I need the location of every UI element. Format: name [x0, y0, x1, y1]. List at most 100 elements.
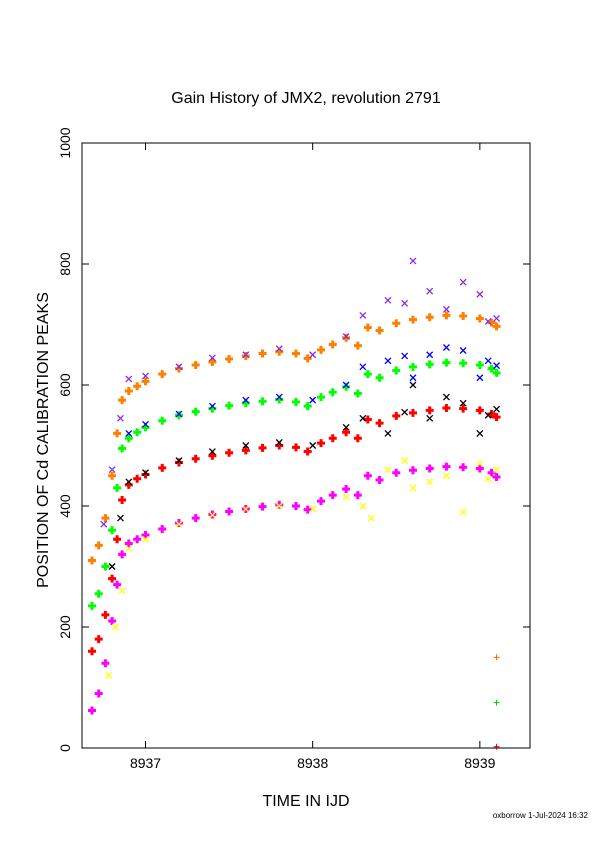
- data-point: [309, 396, 317, 404]
- data-point: [493, 654, 500, 661]
- data-point: [208, 354, 216, 362]
- data-point: [442, 344, 450, 351]
- data-point: [342, 333, 350, 341]
- data-point: [475, 464, 484, 473]
- data-point: [401, 299, 409, 307]
- data-point: [133, 474, 142, 483]
- data-point: [317, 345, 326, 354]
- data-point: [493, 314, 501, 322]
- data-point: [258, 397, 267, 406]
- data-point: [125, 544, 133, 552]
- data-point: [392, 411, 401, 420]
- data-point: [384, 429, 392, 437]
- data-point: [408, 466, 417, 475]
- data-point: [88, 601, 97, 610]
- y-tick-label: 1000: [57, 127, 73, 158]
- data-point: [158, 524, 167, 533]
- data-point: [317, 439, 326, 448]
- data-point: [125, 375, 133, 383]
- data-point: [425, 313, 434, 322]
- data-point: [408, 315, 417, 324]
- data-point: [225, 507, 234, 516]
- data-point: [118, 444, 127, 453]
- data-point: [353, 434, 362, 443]
- data-point: [475, 361, 484, 370]
- data-point: [108, 574, 117, 583]
- data-point: [94, 541, 103, 550]
- data-point: [241, 446, 250, 455]
- data-point: [141, 470, 150, 479]
- series-10: [493, 743, 500, 750]
- data-point: [459, 463, 468, 472]
- data-point: [442, 393, 450, 401]
- data-point: [291, 443, 300, 452]
- data-point: [426, 351, 434, 359]
- data-point: [401, 408, 409, 416]
- data-point: [191, 361, 200, 370]
- data-point: [459, 359, 468, 368]
- data-point: [353, 491, 362, 500]
- data-point: [116, 514, 124, 522]
- y-tick-label: 0: [57, 744, 73, 752]
- series-1: [100, 257, 501, 528]
- data-point: [225, 401, 234, 410]
- data-point: [142, 372, 149, 380]
- data-point: [303, 505, 312, 514]
- data-point: [342, 423, 350, 431]
- x-tick-label: 8939: [464, 755, 495, 771]
- data-point: [208, 358, 217, 367]
- data-point: [342, 428, 351, 437]
- data-point: [426, 478, 434, 486]
- data-point: [342, 381, 350, 389]
- data-point: [291, 397, 300, 406]
- data-point: [291, 502, 300, 510]
- data-point: [442, 311, 451, 320]
- data-point: [425, 360, 434, 369]
- data-point: [124, 434, 133, 443]
- data-point: [241, 351, 250, 360]
- data-point: [492, 322, 501, 331]
- data-point: [492, 472, 501, 481]
- data-point: [363, 370, 372, 379]
- data-point: [124, 387, 133, 396]
- data-point: [275, 345, 283, 353]
- series-7: [105, 457, 501, 679]
- data-point: [108, 471, 117, 480]
- data-point: [88, 706, 97, 715]
- data-point: [113, 535, 122, 544]
- data-point: [208, 511, 216, 519]
- y-tick-label: 200: [57, 615, 73, 639]
- data-point: [309, 442, 317, 449]
- data-point: [384, 296, 392, 304]
- data-point: [492, 368, 501, 377]
- data-point: [425, 464, 434, 473]
- data-point: [158, 463, 167, 472]
- series-5: [108, 381, 501, 570]
- data-point: [113, 429, 122, 438]
- data-point: [392, 319, 401, 328]
- data-point: [175, 520, 183, 528]
- data-point: [141, 531, 150, 540]
- data-point: [94, 635, 103, 644]
- data-point: [375, 475, 384, 484]
- y-tick-label: 800: [57, 252, 73, 276]
- data-point: [409, 257, 417, 265]
- data-point: [425, 406, 434, 415]
- data-point: [309, 351, 317, 359]
- data-point: [191, 407, 200, 416]
- data-point: [208, 451, 217, 460]
- axis-ticks: 0 200 400 600 800 1000 8937 8938 8939: [57, 127, 530, 771]
- data-point: [359, 502, 367, 510]
- data-point: [101, 562, 110, 571]
- data-point: [208, 402, 216, 410]
- data-point: [275, 500, 284, 509]
- data-point: [459, 347, 467, 354]
- data-point: [101, 659, 110, 668]
- data-point: [125, 429, 133, 437]
- data-point: [113, 483, 122, 492]
- data-point: [133, 428, 142, 437]
- data-point: [392, 468, 401, 477]
- data-point: [328, 434, 337, 443]
- data-point: [105, 671, 113, 679]
- data-point: [442, 403, 451, 412]
